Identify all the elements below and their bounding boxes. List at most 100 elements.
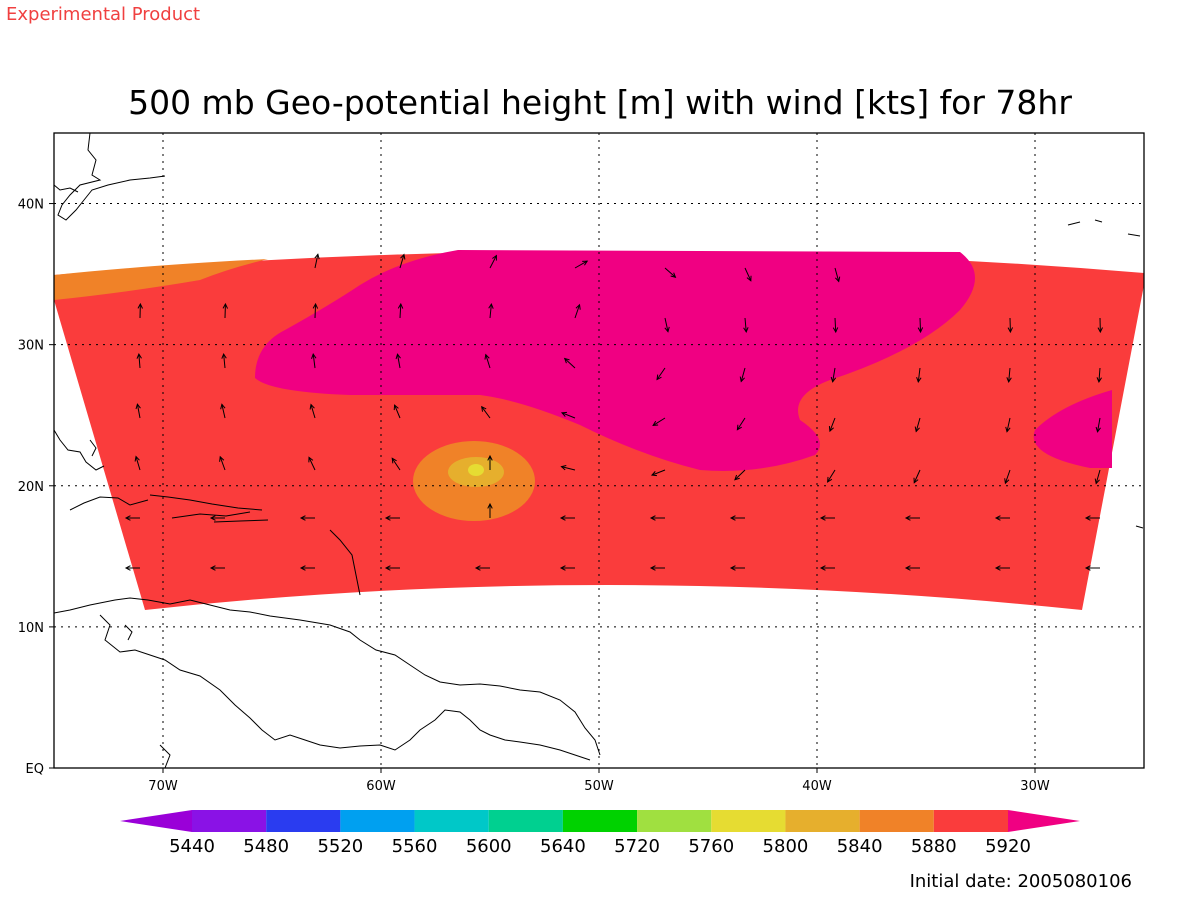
wind-arrow: [560, 411, 576, 419]
wind-arrow: [312, 302, 319, 319]
wind-arrow: [209, 515, 225, 521]
wind-arrow: [393, 404, 401, 419]
colorbar-label: 5600: [466, 836, 512, 857]
longitude-labels: 70W 60W 50W 40W 30W: [148, 768, 1050, 794]
wind-arrow: [309, 403, 316, 419]
colorbar-swatch: [933, 810, 1008, 832]
wind-arrow: [994, 565, 1010, 571]
wind-arrow: [136, 352, 142, 369]
wind-arrow: [137, 302, 143, 319]
wind-arrow: [220, 403, 226, 419]
wind-arrow: [916, 367, 922, 383]
wind-arrow: [649, 515, 665, 521]
wind-arrow: [904, 515, 920, 521]
wind-arrow: [487, 454, 493, 470]
wind-arrow: [489, 254, 497, 269]
wind-arrow: [1096, 367, 1102, 384]
wind-arrow: [1094, 469, 1101, 485]
lat-tick-label: 10N: [18, 621, 44, 636]
wind-arrow: [649, 565, 665, 571]
wind-arrow: [994, 515, 1010, 521]
wind-arrow: [913, 469, 921, 484]
wind-arrow: [828, 417, 836, 433]
lon-tick-label: 30W: [1020, 779, 1050, 794]
wind-arrow: [384, 515, 400, 521]
wind-arrow: [650, 469, 666, 477]
colorbar-swatch: [266, 810, 341, 832]
lat-lon-gridlines: [54, 133, 1144, 768]
colorbar-low-arrow: [120, 810, 192, 832]
wind-arrow: [222, 302, 229, 319]
colorbar-swatch: [414, 810, 489, 832]
wind-arrow: [124, 515, 140, 521]
wind-arrow: [832, 317, 839, 334]
height-field-5880-corner: [54, 259, 268, 300]
latitude-labels: 40N 30N 20N 10N EQ: [18, 198, 54, 777]
wind-arrow: [308, 456, 316, 471]
colorbar-swatch: [488, 810, 563, 832]
wind-arrow: [744, 267, 752, 282]
wind-arrow: [917, 317, 924, 334]
wind-arrow: [1004, 469, 1011, 485]
wind-arrow: [1006, 367, 1012, 384]
wind-arrow: [399, 253, 406, 269]
wind-arrow: [559, 565, 575, 571]
wind-arrow: [656, 367, 666, 381]
wind-arrow: [1097, 317, 1103, 334]
wind-arrow: [664, 317, 670, 333]
wind-arrow: [560, 464, 576, 471]
wind-arrow: [299, 515, 315, 521]
wind-arrow: [827, 469, 836, 483]
wind-arrow: [395, 353, 401, 369]
wind-arrow: [914, 417, 921, 433]
map-panel: 40N 30N 20N 10N EQ 70W 60W 50W 40W 30W: [18, 132, 1145, 794]
wind-arrow: [1007, 317, 1014, 334]
wind-arrow: [484, 353, 491, 369]
wind-arrow: [1084, 515, 1100, 521]
wind-vectors: [124, 253, 1103, 571]
height-field-5920-east: [1033, 390, 1112, 468]
colorbar-label: 5440: [169, 836, 215, 857]
lon-tick-label: 50W: [584, 779, 614, 794]
wind-arrow: [1005, 417, 1011, 433]
lat-tick-label: 40N: [18, 198, 44, 213]
colorbar-label: 5640: [540, 836, 586, 857]
lat-tick-label: EQ: [26, 762, 44, 777]
wind-arrow: [819, 515, 835, 521]
wind-arrow: [739, 367, 746, 383]
wind-arrow: [574, 303, 581, 319]
wind-arrow: [743, 317, 749, 334]
colorbar-label: 5920: [985, 836, 1031, 857]
wind-arrow: [299, 565, 315, 571]
colorbar-label: 5880: [911, 836, 957, 857]
wind-arrow: [481, 405, 491, 419]
wind-arrow: [311, 353, 317, 369]
wind-arrow: [729, 515, 745, 521]
wind-arrow: [474, 565, 490, 571]
lon-tick-label: 40W: [802, 779, 832, 794]
colorbar-label: 5800: [763, 836, 809, 857]
colorbar-label: 5760: [688, 836, 734, 857]
colorbar-label: 5560: [392, 836, 438, 857]
colorbar-swatch: [637, 810, 712, 832]
wind-arrow: [487, 502, 493, 518]
colorbar-label: 5720: [614, 836, 660, 857]
initial-date-label: Initial date: 2005080106: [910, 871, 1132, 892]
colorbar-high-arrow: [1008, 810, 1080, 832]
colorbar-swatch: [562, 810, 638, 832]
wind-arrow: [209, 565, 225, 571]
wind-arrow: [134, 455, 141, 471]
wind-arrow: [736, 417, 746, 431]
wind-arrow: [563, 357, 576, 369]
lon-tick-label: 70W: [148, 779, 178, 794]
coastlines: [54, 133, 1144, 768]
wind-arrow: [904, 565, 920, 571]
wind-arrow: [1095, 417, 1101, 433]
wind-arrow: [314, 253, 320, 269]
wind-arrow: [574, 260, 589, 269]
height-field-5800-center: [468, 464, 484, 476]
colorbar-label: 5520: [317, 836, 363, 857]
experimental-product-label: Experimental Product: [6, 4, 200, 25]
wind-arrow: [652, 417, 666, 427]
